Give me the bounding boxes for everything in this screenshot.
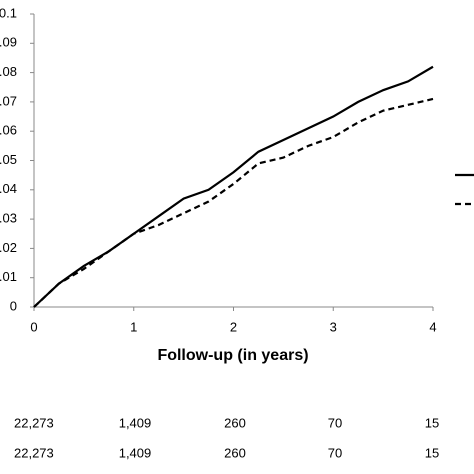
y-tick-label: 0.01 xyxy=(0,269,17,284)
risk-table-cell: 70 xyxy=(328,445,342,460)
x-axis-title: Follow-up (in years) xyxy=(157,347,308,364)
risk-table-cell: 15 xyxy=(425,445,439,460)
risk-table-cell: 15 xyxy=(425,415,439,430)
risk-table-cell: 260 xyxy=(224,445,246,460)
risk-table-cell: 22,273 xyxy=(14,445,54,460)
series-line xyxy=(33,65,434,308)
x-tick-label: 4 xyxy=(429,319,436,334)
y-tick-label: 0.03 xyxy=(0,211,17,226)
x-tick-label: 0 xyxy=(30,319,37,334)
risk-table-cell: 70 xyxy=(328,415,342,430)
risk-table-cell: 22,273 xyxy=(14,415,54,430)
y-tick-label: 0.1 xyxy=(0,5,17,20)
y-tick-label: 0.06 xyxy=(0,123,17,138)
x-tick-label: 3 xyxy=(330,319,337,334)
y-tick-label: 0.02 xyxy=(0,240,17,255)
y-tick-label: 0.08 xyxy=(0,64,17,79)
risk-table-cell: 1,409 xyxy=(119,415,152,430)
risk-table-cell: 260 xyxy=(224,415,246,430)
risk-table-cell: 1,409 xyxy=(119,445,152,460)
x-tick-label: 1 xyxy=(130,319,137,334)
series-line xyxy=(33,97,434,308)
y-tick-label: 0 xyxy=(10,298,17,313)
y-tick-label: 0.07 xyxy=(0,93,17,108)
x-tick-label: 2 xyxy=(230,319,237,334)
y-tick-label: 0.05 xyxy=(0,152,17,167)
y-tick-label: 0.04 xyxy=(0,181,17,196)
y-tick-label: 0.09 xyxy=(0,35,17,50)
